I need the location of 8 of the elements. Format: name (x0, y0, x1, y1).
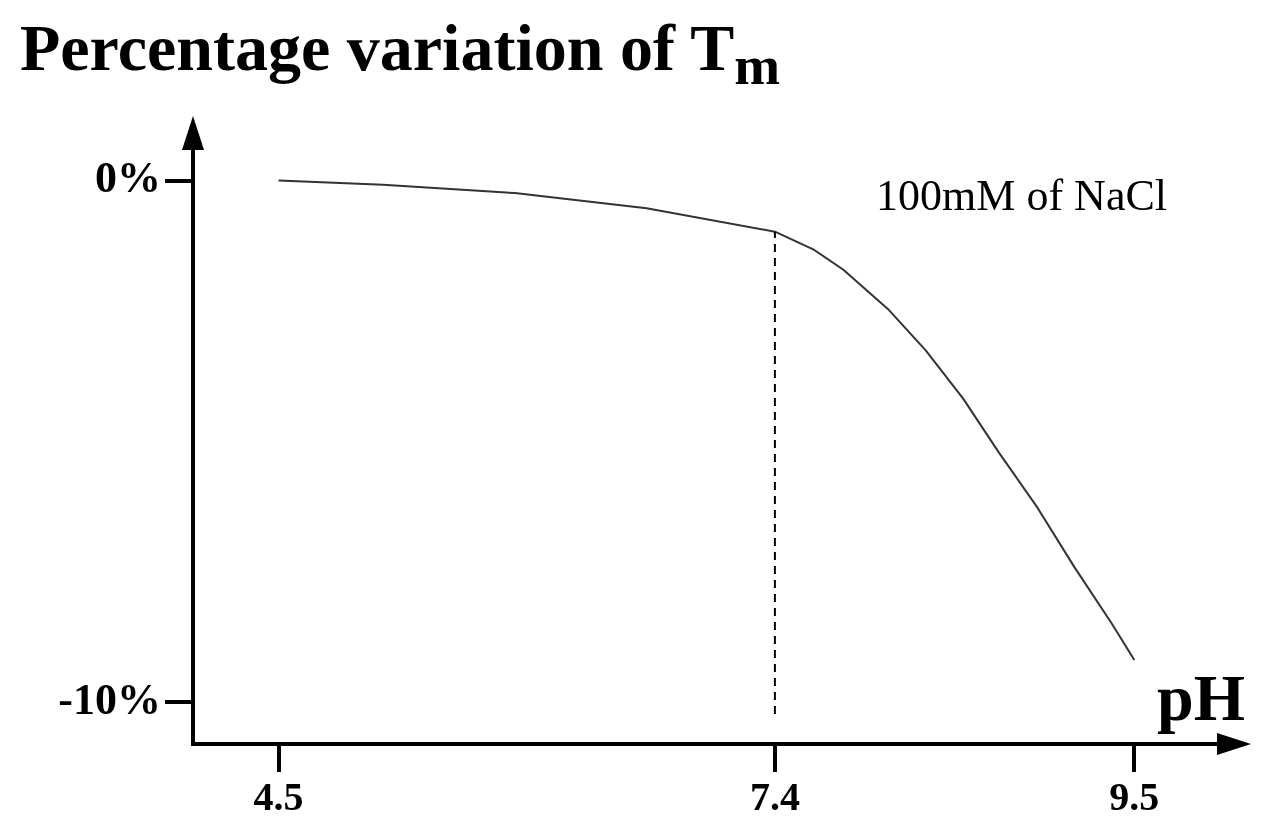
x-tick-label: 4.5 (253, 774, 304, 820)
y-tick-label: -10% (58, 674, 161, 724)
x-tick-label: 9.5 (1109, 774, 1160, 820)
annotation: 100mM of NaCl (876, 170, 1167, 220)
chart-title: Percentage variation of T$_{m}$ (20, 10, 781, 99)
x-tick-label: 7.4 (749, 774, 800, 820)
y-tick-label: 0% (95, 152, 161, 202)
x-axis-title: pH (1156, 661, 1245, 735)
